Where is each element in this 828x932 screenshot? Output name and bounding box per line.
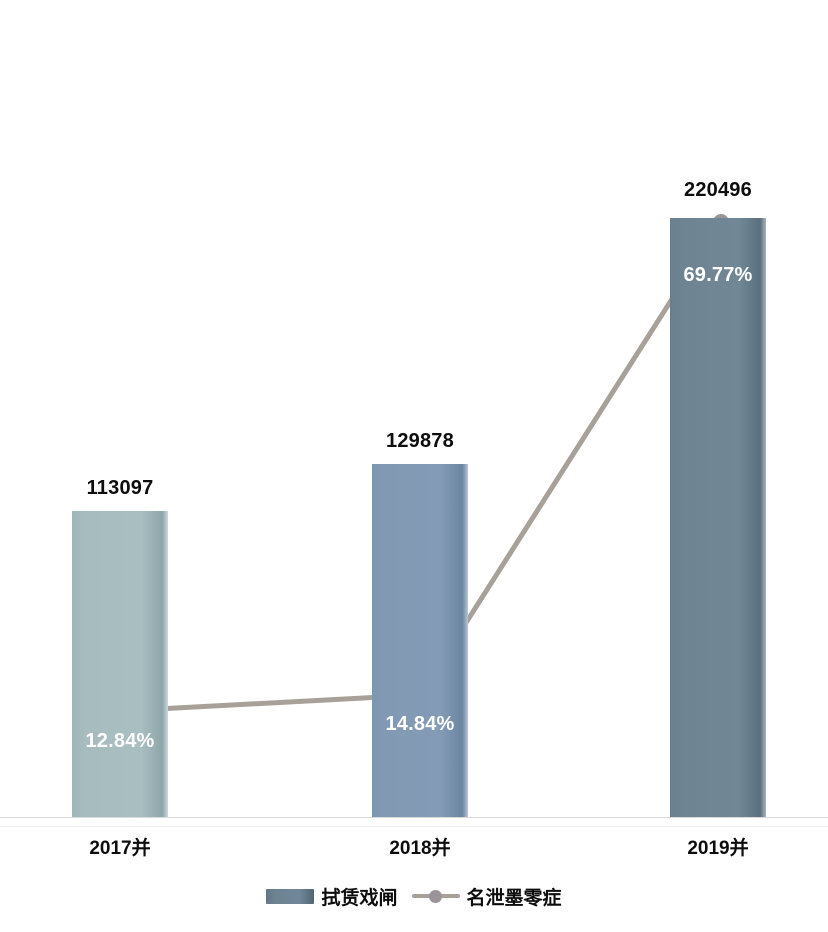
bar-2018[interactable] [372,464,468,818]
bar-fill-2018 [372,464,468,818]
bar-value-label-2019: 220496 [684,179,752,201]
bar-fill-2017 [72,511,168,818]
bar-fill-2019 [670,218,766,818]
legend-label-bar-series: 拭赁戏闸 [321,887,398,909]
category-axis-line-secondary [0,826,828,827]
category-axis-line [0,817,828,818]
category-label-2018: 2018并 [389,838,451,859]
bar-2019[interactable] [670,218,766,818]
legend-label-line-series: 名泄墨零症 [466,887,562,909]
legend-line-marker-icon [428,890,442,903]
legend-bar-swatch-icon [266,888,315,904]
percent-label-2019: 69.77% [683,264,753,286]
percent-label-2017: 12.84% [85,730,155,752]
legend-entry-bar-series[interactable]: 拭赁戏闸 [266,883,398,910]
bar-value-label-2017: 113097 [86,477,154,499]
chart-legend: 拭赁戏闸 名泄墨零症 [0,880,828,912]
category-axis-labels: 2017并 2018并 2019并 [0,833,828,865]
bar-2017[interactable] [72,511,168,818]
bar-value-label-2018: 129878 [386,430,454,452]
category-label-2019: 2019并 [687,838,749,859]
category-label-2017: 2017并 [89,838,151,859]
legend-entry-line-series[interactable]: 名泄墨零症 [411,883,562,910]
plot-area: 113097 129878 220496 12.84% 14.84% 69.77… [72,179,766,818]
percent-label-2018: 14.84% [385,713,455,735]
legend-line-swatch-icon [411,889,460,903]
